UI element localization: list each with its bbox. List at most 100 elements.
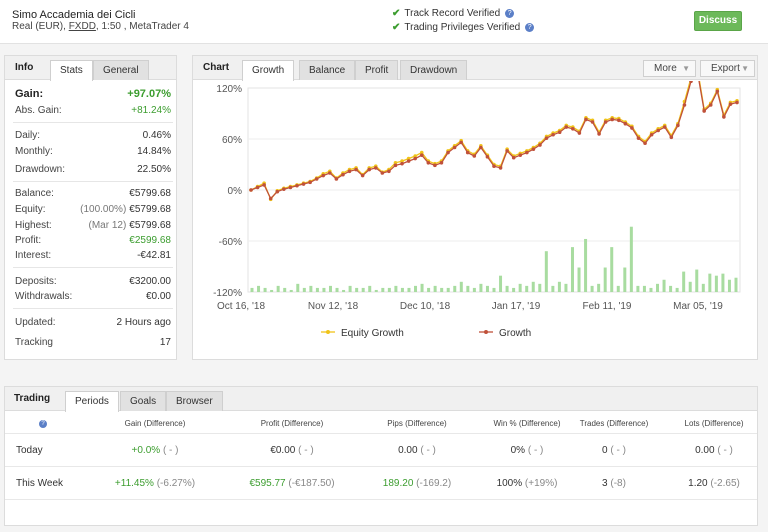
volume-bar xyxy=(296,283,300,292)
table-header: ? Gain (Difference) Profit (Difference) … xyxy=(5,413,757,433)
help-icon[interactable]: ? xyxy=(505,8,515,18)
check-icon: ✔ xyxy=(392,22,401,33)
data-point xyxy=(393,163,398,168)
volume-bar xyxy=(459,281,463,292)
data-point xyxy=(295,183,299,188)
data-point xyxy=(275,189,280,194)
volume-bar xyxy=(361,287,365,292)
tab-general[interactable]: General xyxy=(93,60,149,80)
x-tick-label: Nov 12, '18 xyxy=(308,301,359,312)
divider xyxy=(13,267,173,268)
legend-marker xyxy=(484,330,488,334)
data-point xyxy=(518,153,523,157)
account-name: Simo Accademia dei Cicli xyxy=(12,9,136,21)
divider xyxy=(13,181,173,182)
account-meta: Real (EUR), FXDD, 1:50 , MetaTrader 4 xyxy=(12,21,189,32)
data-point xyxy=(446,150,450,155)
broker-link[interactable]: FXDD xyxy=(68,21,96,32)
volume-bar xyxy=(466,285,470,292)
data-point xyxy=(656,128,660,133)
volume-bar xyxy=(695,269,699,292)
volume-bar xyxy=(407,287,411,292)
data-point xyxy=(557,130,562,134)
data-point xyxy=(571,127,575,131)
volume-bar xyxy=(472,287,476,292)
y-tick-label: 60% xyxy=(222,135,242,146)
column-header: Win % (Difference) xyxy=(493,419,561,428)
y-tick-label: -120% xyxy=(213,288,242,299)
volume-bar xyxy=(283,287,287,292)
volume-bar xyxy=(629,226,633,292)
volume-bar xyxy=(381,287,385,292)
volume-bar xyxy=(309,285,313,292)
legend-label: Growth xyxy=(499,328,531,339)
chevron-down-icon: ▼ xyxy=(682,64,690,73)
x-tick-label: Dec 10, '18 xyxy=(400,301,451,312)
info-panel: Info Stats General Gain: +97.07% Abs. Ga… xyxy=(4,55,177,360)
volume-bar xyxy=(649,287,653,292)
volume-bar xyxy=(270,289,274,292)
x-tick-label: Jan 17, '19 xyxy=(492,301,541,312)
tab-stats[interactable]: Stats xyxy=(50,60,93,81)
data-point xyxy=(373,166,378,170)
data-point xyxy=(722,115,726,119)
data-point xyxy=(400,159,404,163)
data-point xyxy=(360,173,365,178)
help-icon[interactable]: ? xyxy=(39,418,47,428)
data-point xyxy=(354,167,358,172)
volume-bar xyxy=(577,267,581,292)
more-dropdown[interactable]: More ▼ xyxy=(643,60,696,77)
tab-balance[interactable]: Balance xyxy=(299,60,356,80)
volume-bar xyxy=(263,287,267,292)
data-point xyxy=(577,131,582,135)
data-point xyxy=(268,196,273,201)
volume-bar xyxy=(525,285,529,292)
data-point xyxy=(479,145,483,150)
volume-bar xyxy=(531,281,535,292)
data-point xyxy=(314,177,319,181)
data-point xyxy=(531,147,536,151)
table-row: Today +0.0% ( - ) €0.00 ( - ) 0.00 ( - )… xyxy=(5,433,757,466)
data-point xyxy=(597,132,601,136)
discuss-button[interactable]: Discuss xyxy=(694,11,742,31)
volume-bar xyxy=(603,267,607,292)
info-title: Info xyxy=(15,62,34,73)
data-point xyxy=(564,125,569,129)
volume-bar xyxy=(675,287,679,292)
volume-bar xyxy=(688,281,692,292)
volume-bar xyxy=(682,271,686,292)
tab-drawdown[interactable]: Drawdown xyxy=(400,60,468,80)
volume-bar xyxy=(584,238,588,292)
tab-browser[interactable]: Browser xyxy=(166,391,223,411)
gain-value: +97.07% xyxy=(127,88,171,100)
volume-bar xyxy=(335,287,339,292)
data-point xyxy=(452,145,457,150)
data-point xyxy=(406,159,411,163)
account-leverage-platform: , 1:50 , MetaTrader 4 xyxy=(95,21,189,32)
trading-privileges-verified: ✔ Trading Privileges Verified? xyxy=(392,22,535,33)
column-header: Trades (Difference) xyxy=(579,419,649,428)
data-point xyxy=(413,154,417,158)
tab-goals[interactable]: Goals xyxy=(120,391,167,411)
legend-marker xyxy=(326,330,330,334)
volume-bar xyxy=(734,277,738,292)
volume-bar xyxy=(662,279,666,292)
data-point xyxy=(584,117,588,122)
data-point xyxy=(334,177,339,181)
volume-bar xyxy=(315,287,319,292)
tab-growth[interactable]: Growth xyxy=(242,60,295,81)
volume-bar xyxy=(564,283,568,292)
volume-bar xyxy=(420,283,424,292)
tab-profit[interactable]: Profit xyxy=(355,60,399,80)
column-header: Profit (Difference) xyxy=(260,419,324,428)
tab-periods[interactable]: Periods xyxy=(65,391,119,412)
volume-bar xyxy=(328,285,332,292)
y-tick-label: 120% xyxy=(216,84,242,95)
export-dropdown[interactable]: Export ▼ xyxy=(700,60,755,77)
help-icon[interactable]: ? xyxy=(525,22,535,32)
volume-bar xyxy=(440,287,444,292)
volume-bar xyxy=(348,285,352,292)
volume-bar xyxy=(387,287,391,292)
volume-bar xyxy=(368,285,372,292)
volume-bar xyxy=(714,275,718,292)
